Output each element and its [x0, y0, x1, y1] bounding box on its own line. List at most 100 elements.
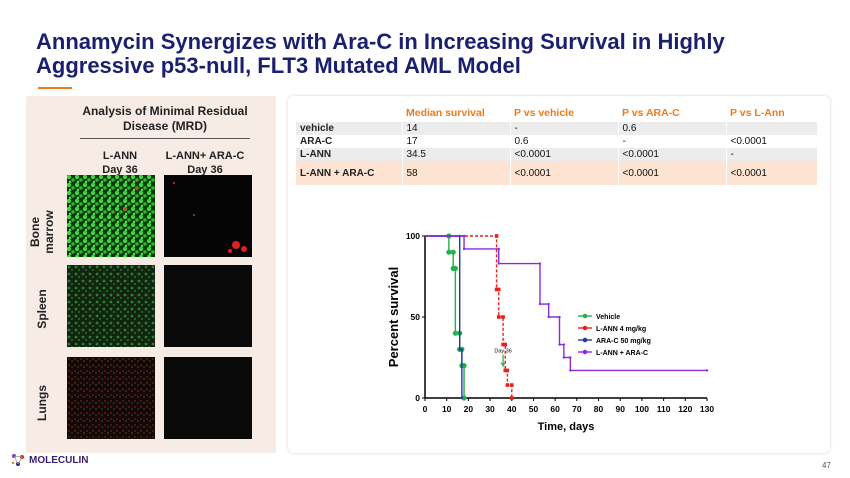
molecule-icon — [11, 454, 24, 466]
data-point — [446, 249, 452, 255]
table-header-row: Median survival P vs vehicle P vs ARA-C … — [296, 104, 818, 122]
x-axis-title: Time, days — [538, 421, 595, 433]
chart-series: Day 36 — [425, 233, 709, 401]
x-tick-label: 60 — [550, 404, 560, 414]
x-tick-label: 30 — [485, 404, 495, 414]
x-tick-label: 100 — [635, 404, 649, 414]
x-tick-label: 90 — [615, 404, 625, 414]
micro-green-cells — [67, 175, 155, 257]
survival-chart: 0 10 20 30 40 50 60 70 80 90 100 110 120 130 0 50 100 Tim… — [386, 231, 714, 433]
data-point — [705, 369, 709, 372]
table-cell-group: L-ANN + ARA-C — [296, 161, 403, 185]
y-tick-label: 0 — [415, 393, 420, 403]
data-point — [450, 249, 456, 255]
data-point — [452, 265, 458, 271]
data-point — [462, 234, 466, 238]
y-tick-label: 50 — [411, 312, 421, 322]
slide-title: Annamycin Synergizes with Ara-C in Incre… — [36, 29, 725, 78]
table-cell: <0.0001 — [510, 148, 619, 161]
survival-table: Median survival P vs vehicle P vs ARA-C … — [296, 104, 818, 185]
data-point — [538, 262, 542, 265]
data-point — [547, 315, 550, 319]
y-axis-title: Percent survival — [386, 267, 401, 367]
table-cell — [726, 122, 818, 135]
data-point — [509, 383, 514, 387]
table-header-empty — [296, 104, 402, 122]
mrd-col-lann: L-ANN Day 36 — [102, 150, 138, 176]
table-cell: - — [618, 135, 727, 148]
data-point — [494, 287, 499, 292]
data-point — [460, 348, 464, 351]
table-cell: 17 — [402, 135, 511, 148]
data-point — [509, 396, 514, 400]
legend-label: L-ANN + ARA-C — [596, 350, 648, 357]
data-point — [505, 383, 510, 387]
data-point — [501, 315, 505, 319]
table-cell: - — [726, 148, 818, 161]
data-point — [461, 363, 467, 369]
data-point — [503, 368, 508, 373]
data-point — [458, 348, 461, 351]
micro-lungs-lann — [67, 357, 155, 439]
legend-swatch-marker — [582, 349, 588, 355]
legend-swatch-marker — [582, 325, 588, 331]
chart-axes: 0 10 20 30 40 50 60 70 80 90 100 110 120 130 0 50 100 Tim… — [386, 231, 714, 433]
x-tick-label: 0 — [423, 404, 428, 414]
table-cell: <0.0001 — [618, 148, 727, 161]
table-cell: 58 — [402, 161, 511, 185]
mrd-divider — [80, 138, 250, 139]
legend-label: Vehicle — [596, 314, 620, 321]
x-tick-label: 20 — [464, 404, 474, 414]
x-tick-label: 10 — [442, 404, 452, 414]
table-cell: - — [510, 122, 619, 135]
table-row: L-ANN 34.5 <0.0001 <0.0001 - — [296, 148, 818, 161]
data-point — [461, 395, 467, 401]
data-point — [494, 234, 499, 238]
data-point — [501, 342, 505, 347]
table-cell-group: ARA-C — [296, 135, 403, 148]
day36-arrow — [500, 354, 506, 368]
data-point — [497, 247, 500, 251]
micro-red-speckle — [67, 357, 155, 439]
legend-label: L-ANN 4 mg/kg — [596, 326, 646, 333]
data-point — [569, 369, 572, 372]
table-row: vehicle 14 - 0.6 — [296, 122, 818, 135]
brand-logo: MOLECULIN — [10, 449, 88, 471]
data-point — [460, 396, 464, 400]
data-point — [452, 330, 458, 336]
y-tick-label: 100 — [406, 231, 420, 241]
data-point — [496, 287, 501, 292]
table-cell-group: vehicle — [296, 122, 403, 135]
x-tick-label: 40 — [507, 404, 517, 414]
data-point — [558, 343, 561, 346]
table-row-highlight: L-ANN + ARA-C 58 <0.0001 <0.0001 <0.0001 — [296, 161, 818, 185]
table-cell: 0.6 — [510, 135, 619, 148]
mrd-row-bone-marrow: Bone marrow — [28, 210, 56, 254]
data-point — [496, 315, 501, 319]
page-number: 47 — [822, 461, 831, 470]
data-point — [497, 262, 500, 265]
table-cell: <0.0001 — [618, 161, 727, 185]
table-cell: <0.0001 — [726, 161, 818, 185]
micro-sparse-cells — [164, 175, 252, 257]
series-line-3 — [425, 235, 707, 372]
micro-dim-cells — [67, 265, 155, 347]
data-point — [562, 343, 566, 346]
legend-label: ARA-C 50 mg/kg — [596, 338, 651, 345]
x-tick-label: 110 — [657, 404, 671, 414]
table-cell: <0.0001 — [510, 161, 619, 185]
data-point — [462, 247, 466, 251]
x-tick-label: 70 — [572, 404, 582, 414]
data-point — [505, 368, 510, 373]
legend-swatch-marker — [582, 337, 588, 343]
table-cell: <0.0001 — [726, 135, 818, 148]
x-tick-label: 130 — [700, 404, 714, 414]
data-point — [503, 342, 508, 347]
mrd-row-spleen: Spleen — [35, 289, 49, 329]
data-point — [569, 356, 572, 359]
data-point — [547, 302, 550, 306]
micro-spleen-lann-arac — [164, 265, 252, 347]
data-point — [558, 315, 561, 319]
data-point — [538, 302, 542, 306]
table-cell: 14 — [402, 122, 511, 135]
